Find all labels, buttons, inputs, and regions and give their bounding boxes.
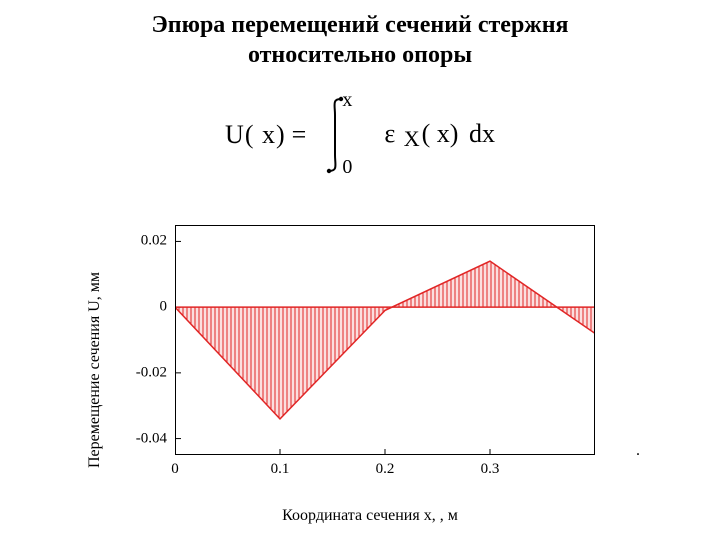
formula: U( x) = x 0 ε X( x) dx	[0, 95, 720, 175]
trailing-dot: .	[636, 442, 640, 460]
page-title: Эпюра перемещений сечений стержня относи…	[0, 10, 720, 70]
x-tick-label: 0.3	[481, 455, 500, 478]
title-line-1: Эпюра перемещений сечений стержня	[152, 12, 569, 38]
epsilon: ε	[384, 119, 395, 148]
y-axis-label: Перемещение сечения U, мм	[86, 272, 104, 468]
x-axis-label: Координата сечения x, , м	[110, 507, 630, 525]
y-tick-label: -0.04	[136, 430, 175, 447]
x-tick-label: 0.2	[376, 455, 395, 478]
title-line-2: относительно опоры	[248, 42, 472, 68]
y-tick-label: 0	[160, 299, 176, 316]
integral-lower: 0	[342, 156, 352, 179]
integral-symbol: x 0	[322, 95, 348, 175]
epsilon-subscript: X	[402, 126, 422, 151]
page-root: Эпюра перемещений сечений стержня относи…	[0, 0, 720, 540]
formula-equals: =	[292, 120, 307, 150]
arg-x: ( x)	[422, 119, 459, 148]
formula-lhs: U( x)	[225, 120, 286, 150]
chart: Перемещение сечения U, мм 0.020-0.02-0.0…	[110, 225, 630, 515]
integral: x 0 ε X( x) dx	[312, 95, 495, 175]
y-tick-label: 0.02	[141, 233, 175, 250]
x-tick-label: 0.1	[271, 455, 290, 478]
plot-area: 0.020-0.02-0.04 00.10.20.3 .	[175, 225, 595, 455]
dx: dx	[469, 119, 495, 148]
y-tick-label: -0.02	[136, 364, 175, 381]
integrand: ε X( x) dx	[384, 119, 495, 152]
integral-upper: x	[342, 89, 352, 112]
plot-svg	[175, 225, 595, 455]
x-tick-label: 0	[171, 455, 179, 478]
